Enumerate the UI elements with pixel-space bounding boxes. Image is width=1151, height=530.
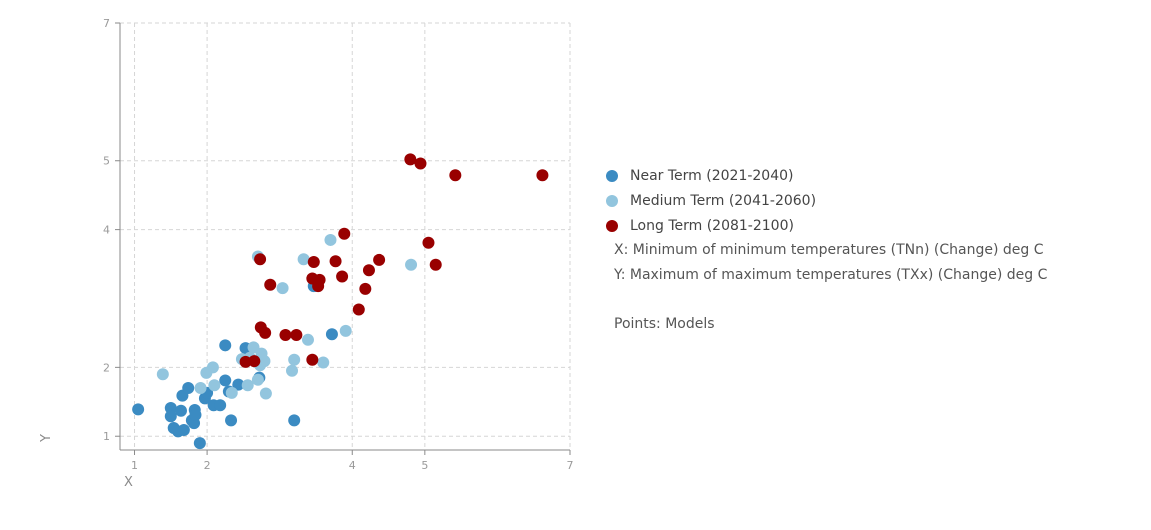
- data-point-series-2: [288, 353, 301, 366]
- scatter-plot: 1 2 4 5 7 1 2 4 5 7 X Y: [39, 17, 574, 490]
- data-point-series-2: [259, 387, 272, 400]
- legend-swatch: [606, 194, 618, 207]
- data-point-series-1: [214, 399, 227, 412]
- data-point-series-2: [241, 379, 254, 392]
- data-point-series-3: [336, 270, 349, 283]
- y-tick-label: 1: [103, 430, 110, 443]
- data-point-series-1: [225, 414, 238, 427]
- legend-y-description: Y: Maximum of maximum temperatures (TXx)…: [614, 267, 1048, 283]
- data-point-series-3: [414, 157, 427, 170]
- data-point-series-2: [225, 386, 238, 399]
- legend-label: Near Term (2021-2040): [630, 167, 794, 184]
- data-point-series-3: [248, 355, 261, 368]
- legend-label: Medium Term (2041-2060): [630, 192, 817, 209]
- legend-item-series-2: Medium Term (2041-2060): [606, 188, 1126, 213]
- data-point-series-1: [177, 424, 190, 437]
- data-point-series-1: [325, 328, 338, 341]
- x-tick-label: 5: [421, 459, 428, 472]
- data-points: [132, 153, 549, 450]
- data-point-series-1: [219, 339, 232, 352]
- data-point-series-2: [156, 368, 169, 381]
- data-point-series-1: [288, 414, 301, 427]
- axes: [115, 22, 571, 455]
- data-point-series-1: [132, 403, 145, 416]
- data-point-series-3: [422, 236, 435, 249]
- legend-item-series-3: Long Term (2081-2100): [606, 213, 1126, 238]
- legend-swatch: [606, 219, 618, 232]
- y-axis-title: Y: [39, 434, 54, 443]
- data-point-series-3: [290, 328, 303, 341]
- data-point-series-2: [297, 253, 310, 266]
- grid-lines: [120, 22, 571, 450]
- x-tick-label: 7: [567, 459, 574, 472]
- data-point-series-3: [239, 355, 252, 368]
- data-point-series-3: [259, 326, 272, 339]
- legend-points-description: Points: Models: [614, 316, 715, 332]
- data-point-series-3: [254, 253, 267, 266]
- data-point-series-2: [339, 324, 352, 337]
- y-tick-label: 5: [103, 155, 110, 168]
- data-point-series-2: [194, 382, 207, 395]
- legend-series-list: Near Term (2021-2040) Medium Term (2041-2…: [606, 163, 1126, 238]
- legend: Near Term (2021-2040) Medium Term (2041-2…: [606, 163, 1126, 337]
- legend-spacer: [606, 288, 1126, 312]
- data-point-series-1: [193, 437, 206, 450]
- data-point-series-2: [405, 258, 418, 271]
- data-point-series-3: [307, 255, 320, 268]
- data-point-series-2: [251, 373, 264, 386]
- x-tick-label: 1: [131, 459, 138, 472]
- data-point-series-3: [429, 258, 442, 271]
- tick-labels: 1 2 4 5 7 1 2 4 5 7: [103, 17, 574, 472]
- x-tick-label: 4: [349, 459, 356, 472]
- y-tick-label: 2: [103, 361, 110, 374]
- legend-label: Long Term (2081-2100): [630, 217, 794, 234]
- data-point-series-1: [182, 382, 195, 395]
- data-point-series-1: [189, 408, 202, 421]
- data-point-series-1: [232, 378, 245, 391]
- data-point-series-3: [306, 353, 319, 366]
- legend-item-series-1: Near Term (2021-2040): [606, 163, 1126, 188]
- data-point-series-1: [174, 404, 187, 417]
- x-axis-title: X: [124, 475, 133, 490]
- data-point-series-3: [449, 169, 462, 182]
- legend-swatch: [606, 169, 618, 182]
- data-point-series-3: [329, 255, 342, 268]
- data-point-series-3: [362, 264, 375, 277]
- data-point-series-2: [206, 361, 219, 374]
- data-point-series-3: [264, 278, 277, 291]
- y-tick-label: 4: [103, 224, 110, 237]
- data-point-series-3: [352, 303, 365, 316]
- data-point-series-3: [373, 253, 386, 266]
- y-tick-label: 7: [103, 17, 110, 30]
- data-point-series-1: [219, 374, 232, 387]
- x-tick-label: 2: [204, 459, 211, 472]
- data-point-series-3: [404, 153, 417, 166]
- data-point-series-3: [279, 328, 292, 341]
- data-point-series-3: [536, 169, 549, 182]
- data-point-series-2: [324, 233, 337, 246]
- data-point-series-2: [258, 355, 271, 368]
- data-point-series-3: [338, 227, 351, 240]
- data-point-series-2: [286, 364, 299, 377]
- data-point-series-3: [313, 273, 326, 286]
- data-point-series-2: [317, 356, 330, 369]
- data-point-series-2: [276, 282, 289, 295]
- data-point-series-1: [164, 401, 177, 414]
- data-point-series-1: [164, 410, 177, 423]
- data-point-series-2: [208, 379, 221, 392]
- legend-x-description: X: Minimum of minimum temperatures (TNn)…: [614, 242, 1044, 258]
- data-point-series-3: [359, 282, 372, 295]
- data-point-series-2: [301, 333, 314, 346]
